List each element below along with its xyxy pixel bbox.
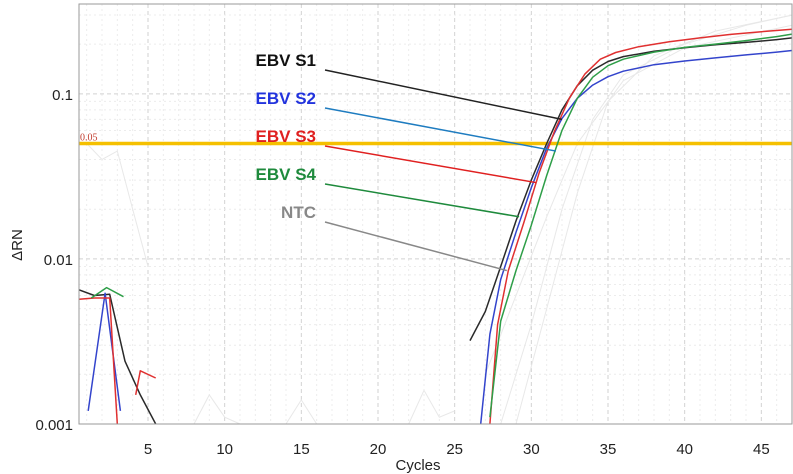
x-tick-label: 45 [753,441,770,458]
annotation-leader-ebv-s4 [324,183,520,218]
plot-background [79,4,792,424]
y-tick-label: 0.01 [44,252,73,269]
series-line-ebv-s4 [489,33,792,418]
x-tick-label: 40 [676,441,693,458]
x-axis-label: Cycles [395,457,440,474]
x-tick-label: 5 [144,441,152,458]
series-line-ebv-s1 [79,289,157,424]
background-trace [193,393,241,425]
background-trace [86,143,149,267]
x-tick-label: 25 [446,441,463,458]
plot-frame [78,3,793,425]
series-line-ebv-s2 [479,49,792,424]
grid [79,4,793,425]
annotation-label-ebv-s4: EBV S4 [256,165,317,184]
x-tick-label: 30 [523,441,540,458]
x-axis-ticks: 5 10 15 20 25 30 35 40 45 [144,441,770,458]
series-line-ebv-s4 [90,286,124,299]
series-line-ebv-s3 [79,297,119,424]
annotation-label-ebv-s3: EBV S3 [256,127,316,146]
threshold-label: 0.05 [80,133,98,144]
background-trace [408,389,455,425]
x-tick-label: 20 [370,441,387,458]
annotation-label-ebv-s2: EBV S2 [256,89,316,108]
annotation-leader-ebv-s1 [324,69,563,121]
background-trace [285,398,318,425]
series-annotations: EBV S1 EBV S2 EBV S3 EBV S4 NTC [256,51,563,272]
y-axis-ticks: 0.1 0.01 0.001 [35,87,73,434]
background-trace [500,14,793,425]
series-lines [79,28,792,424]
series-line-ebv-s2 [87,292,122,412]
x-tick-label: 15 [293,441,310,458]
y-tick-label: 0.1 [52,87,73,104]
y-axis-label: ΔRN [9,229,26,261]
y-tick-label: 0.001 [35,417,73,434]
annotation-leader-ebv-s2 [324,107,557,152]
annotation-label-ntc: NTC [281,203,316,222]
x-tick-label: 35 [600,441,617,458]
series-line-ebv-s3 [489,28,792,424]
annotation-leader-ntc [324,221,507,272]
annotation-label-ebv-s1: EBV S1 [256,51,316,70]
x-tick-label: 10 [216,441,233,458]
annotation-leader-ebv-s3 [324,145,537,184]
series-line-ebv-s3 [134,370,157,396]
series-line-ebv-s1 [469,37,792,341]
